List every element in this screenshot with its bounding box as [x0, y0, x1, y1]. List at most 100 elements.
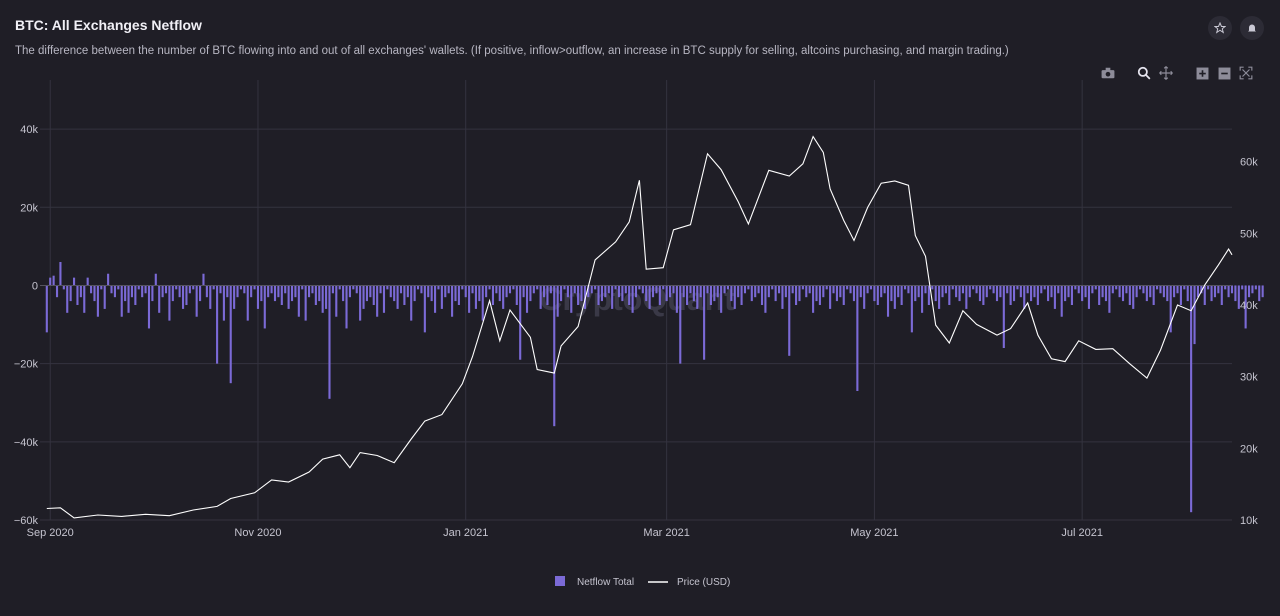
netflow-bar — [1227, 285, 1230, 298]
netflow-bar — [1098, 285, 1101, 305]
netflow-bar — [243, 285, 246, 294]
netflow-bar — [1108, 285, 1111, 313]
netflow-bar — [171, 285, 174, 302]
netflow-bar — [812, 285, 815, 313]
netflow-bar — [917, 285, 920, 298]
netflow-bar — [199, 285, 202, 302]
netflow-bar — [178, 285, 181, 298]
netflow-bar — [696, 285, 699, 309]
y-right-tick-label: 20k — [1240, 443, 1258, 455]
netflow-bar — [669, 285, 672, 298]
netflow-bar — [1220, 285, 1223, 305]
netflow-bar — [188, 285, 191, 294]
netflow-bar — [662, 285, 665, 290]
netflow-bar — [164, 285, 168, 294]
netflow-bar — [631, 285, 634, 313]
netflow-bar — [1244, 285, 1247, 329]
x-tick-label: Sep 2020 — [27, 527, 74, 539]
y-left-tick-label: −60k — [14, 515, 39, 527]
netflow-bar — [318, 285, 321, 302]
netflow-bar — [427, 285, 430, 298]
netflow-bar — [301, 285, 304, 290]
netflow-bar — [914, 285, 917, 302]
netflow-bar — [66, 285, 69, 313]
netflow-bar — [931, 285, 934, 290]
netflow-bar — [651, 285, 655, 298]
netflow-bar — [849, 285, 852, 294]
bell-icon[interactable] — [1240, 16, 1264, 40]
camera-icon[interactable] — [1100, 65, 1116, 81]
y-right-tick-label: 50k — [1240, 228, 1258, 240]
netflow-bar — [1230, 285, 1234, 294]
netflow-bar — [995, 285, 999, 302]
netflow-bar — [457, 285, 460, 305]
netflow-bar — [614, 285, 617, 290]
netflow-bar — [79, 285, 82, 298]
legend-label-netflow: Netflow Total — [577, 577, 634, 588]
netflow-bar — [1009, 285, 1012, 305]
netflow-bar — [495, 285, 498, 294]
netflow-bar — [273, 285, 277, 302]
netflow-bar — [1104, 285, 1108, 302]
netflow-bar — [263, 285, 266, 329]
x-axis: Sep 2020 Nov 2020 Jan 2021 Mar 2021 May 2021… — [27, 527, 1103, 539]
pan-icon[interactable] — [1158, 65, 1174, 81]
autoscale-icon[interactable] — [1238, 65, 1254, 81]
netflow-bar — [1043, 285, 1046, 290]
netflow-bar — [365, 285, 369, 302]
netflow-bar — [502, 285, 505, 309]
netflow-bar — [222, 285, 225, 321]
netflow-bar — [1210, 285, 1213, 302]
x-tick-label: Jan 2021 — [443, 527, 488, 539]
netflow-bar — [798, 285, 801, 302]
netflow-bar — [471, 285, 474, 294]
netflow-bar — [590, 285, 593, 294]
netflow-bar — [1033, 285, 1036, 298]
netflow-bar — [440, 285, 443, 309]
netflow-bar — [634, 285, 638, 298]
y-left-tick-label: 20k — [20, 202, 38, 214]
netflow-bar — [563, 285, 566, 290]
netflow-bar — [999, 285, 1002, 298]
netflow-bar — [743, 285, 747, 294]
netflow-bar — [829, 285, 832, 309]
netflow-bar — [730, 285, 733, 302]
netflow-bar — [808, 285, 811, 294]
netflow-bar — [703, 285, 706, 360]
netflow-bar — [1121, 285, 1125, 302]
netflow-bar — [1196, 285, 1199, 298]
netflow-bar — [1030, 285, 1033, 302]
netflow-bar — [410, 285, 413, 321]
star-icon[interactable] — [1208, 16, 1232, 40]
netflow-bar — [1135, 285, 1138, 298]
netflow-bar — [294, 285, 297, 298]
netflow-bar — [1074, 285, 1077, 290]
netflow-bar — [219, 285, 222, 294]
netflow-bar — [325, 285, 328, 309]
netflow-bar — [287, 285, 290, 309]
netflow-bar — [907, 285, 910, 294]
netflow-bar — [1138, 285, 1142, 290]
netflow-bar — [202, 273, 205, 286]
netflow-bar — [522, 285, 525, 298]
zoom-icon[interactable] — [1136, 65, 1152, 81]
zoom-out-icon[interactable] — [1216, 65, 1232, 81]
netflow-bar — [185, 285, 188, 305]
x-tick-label: May 2021 — [850, 527, 898, 539]
zoom-in-icon[interactable] — [1194, 65, 1210, 81]
netflow-bar — [965, 285, 968, 309]
netflow-bar — [951, 285, 954, 290]
netflow-bar — [1241, 285, 1244, 290]
netflow-bar — [982, 285, 985, 305]
netflow-bar — [86, 277, 89, 286]
netflow-bar — [1179, 285, 1182, 305]
netflow-bar — [1019, 285, 1022, 298]
y-right-tick-label: 10k — [1240, 515, 1258, 527]
netflow-bar — [335, 285, 338, 317]
netflow-bar — [376, 285, 379, 317]
netflow-bar — [975, 285, 978, 294]
netflow-bar — [1084, 285, 1087, 298]
netflow-bar — [1200, 285, 1203, 294]
netflow-bar — [617, 285, 621, 298]
